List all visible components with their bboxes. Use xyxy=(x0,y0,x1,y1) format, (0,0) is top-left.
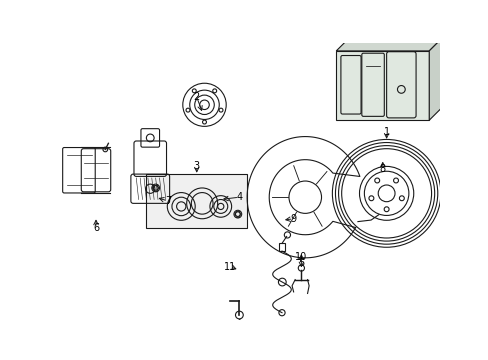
Text: 5: 5 xyxy=(298,258,304,267)
Text: 11: 11 xyxy=(224,261,236,271)
Text: 8: 8 xyxy=(379,164,385,174)
Text: 1: 1 xyxy=(383,127,389,137)
Text: 9: 9 xyxy=(290,214,296,224)
Bar xyxy=(278,243,285,251)
Text: 7: 7 xyxy=(164,196,171,206)
Text: 6: 6 xyxy=(93,223,99,233)
Text: 2: 2 xyxy=(193,92,200,102)
Bar xyxy=(336,51,428,120)
Text: 4: 4 xyxy=(236,192,242,202)
Text: 3: 3 xyxy=(193,161,200,171)
Polygon shape xyxy=(428,39,440,120)
Bar xyxy=(146,174,246,228)
Polygon shape xyxy=(336,39,440,51)
Text: 10: 10 xyxy=(295,252,307,262)
